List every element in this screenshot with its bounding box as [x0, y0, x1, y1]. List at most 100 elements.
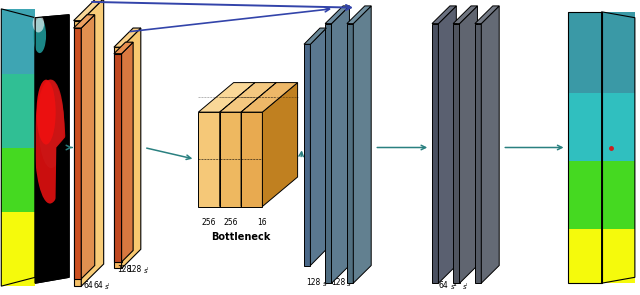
Text: 16: 16 [257, 218, 267, 227]
Polygon shape [568, 32, 635, 39]
Text: 128: 128 [118, 265, 132, 274]
Polygon shape [1, 64, 35, 73]
Polygon shape [568, 127, 635, 134]
Polygon shape [568, 86, 635, 93]
Polygon shape [1, 18, 35, 27]
Polygon shape [568, 181, 635, 188]
Polygon shape [1, 27, 35, 37]
Polygon shape [1, 212, 35, 222]
Polygon shape [568, 148, 635, 154]
Polygon shape [568, 175, 635, 181]
Polygon shape [1, 138, 35, 148]
Polygon shape [475, 24, 481, 283]
Polygon shape [1, 129, 35, 138]
Polygon shape [568, 188, 635, 195]
Polygon shape [241, 83, 298, 112]
Polygon shape [568, 53, 635, 59]
Polygon shape [220, 83, 255, 206]
Polygon shape [1, 258, 35, 268]
Text: 128: 128 [127, 265, 141, 274]
Polygon shape [568, 66, 635, 73]
Polygon shape [568, 256, 635, 263]
Text: s⁴: s⁴ [451, 284, 458, 290]
Text: 64: 64 [83, 281, 93, 290]
Text: sˡ: sˡ [323, 281, 328, 287]
Polygon shape [114, 42, 133, 54]
Text: 256: 256 [223, 218, 237, 227]
Polygon shape [1, 175, 35, 184]
Polygon shape [568, 263, 635, 270]
Polygon shape [1, 249, 35, 258]
Polygon shape [438, 6, 456, 283]
Ellipse shape [33, 15, 44, 32]
Polygon shape [241, 112, 262, 206]
Text: sˡ: sˡ [143, 268, 148, 274]
Text: Bottleneck: Bottleneck [211, 232, 271, 242]
Polygon shape [1, 73, 35, 83]
Ellipse shape [35, 80, 65, 204]
Polygon shape [568, 141, 635, 148]
Polygon shape [568, 59, 635, 66]
Polygon shape [481, 6, 499, 283]
Polygon shape [1, 46, 35, 55]
Polygon shape [568, 202, 635, 209]
Polygon shape [1, 231, 35, 240]
Polygon shape [332, 6, 349, 283]
Polygon shape [1, 277, 35, 286]
Polygon shape [74, 21, 81, 286]
Polygon shape [568, 229, 635, 236]
Polygon shape [568, 39, 635, 46]
Polygon shape [220, 112, 241, 206]
Polygon shape [1, 203, 35, 212]
Polygon shape [568, 215, 635, 222]
Ellipse shape [33, 18, 46, 53]
Text: 128: 128 [307, 278, 321, 287]
Polygon shape [304, 28, 326, 44]
Polygon shape [353, 6, 371, 283]
Polygon shape [122, 42, 133, 262]
Polygon shape [568, 222, 635, 229]
Polygon shape [1, 184, 35, 194]
Polygon shape [568, 242, 635, 249]
Text: 64: 64 [93, 281, 103, 290]
Polygon shape [241, 83, 276, 206]
Polygon shape [1, 92, 35, 101]
Polygon shape [262, 83, 298, 206]
Polygon shape [453, 24, 460, 283]
Polygon shape [568, 25, 635, 32]
Polygon shape [347, 6, 371, 24]
Polygon shape [1, 55, 35, 64]
Text: 128: 128 [331, 278, 345, 287]
Polygon shape [1, 268, 35, 277]
Polygon shape [114, 28, 141, 47]
Polygon shape [568, 46, 635, 53]
Polygon shape [114, 54, 122, 262]
Polygon shape [568, 270, 635, 276]
Polygon shape [568, 249, 635, 256]
Polygon shape [347, 24, 353, 283]
Polygon shape [568, 80, 635, 86]
Polygon shape [1, 120, 35, 129]
Polygon shape [1, 157, 35, 166]
Text: sˡ: sˡ [105, 284, 110, 290]
Polygon shape [114, 47, 122, 268]
Polygon shape [198, 83, 255, 112]
Polygon shape [325, 24, 332, 283]
Polygon shape [568, 195, 635, 202]
Text: sˡ: sˡ [463, 284, 468, 290]
Polygon shape [54, 133, 69, 277]
Polygon shape [325, 6, 349, 24]
Polygon shape [568, 134, 635, 141]
Polygon shape [568, 120, 635, 127]
Polygon shape [568, 19, 635, 25]
Polygon shape [568, 73, 635, 80]
Polygon shape [310, 28, 326, 266]
Polygon shape [1, 166, 35, 175]
Text: sˡ: sˡ [347, 281, 352, 287]
Polygon shape [453, 6, 477, 24]
Polygon shape [568, 12, 635, 19]
Polygon shape [1, 83, 35, 92]
Polygon shape [568, 114, 635, 120]
Polygon shape [568, 154, 635, 161]
Polygon shape [35, 15, 69, 283]
